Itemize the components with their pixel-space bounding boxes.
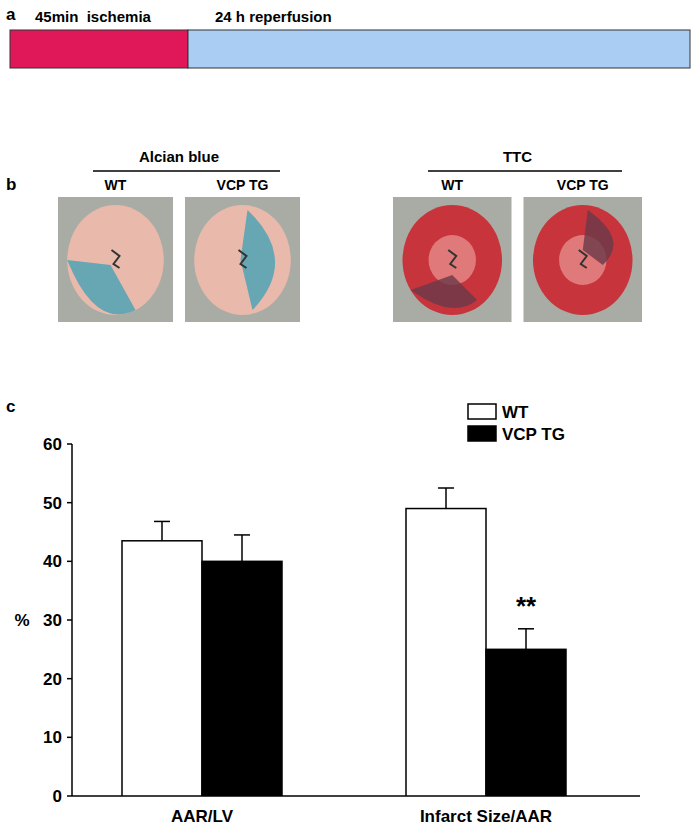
- image-bg: [524, 197, 643, 322]
- y-axis-label: %: [14, 611, 29, 630]
- y-tick: [67, 502, 72, 504]
- image-label: VCP TG: [557, 177, 609, 193]
- bars: [122, 488, 566, 796]
- y-tick-label: 30: [43, 611, 62, 630]
- lumen: [112, 250, 120, 268]
- y-tick-label: 0: [53, 787, 62, 806]
- panel-label: b: [6, 175, 16, 194]
- error-stem: [525, 629, 527, 650]
- x-tick-label: Infarct Size/AAR: [420, 807, 552, 826]
- error-bar: [518, 629, 534, 650]
- heart-image: [393, 197, 512, 322]
- legend-swatch: [468, 426, 496, 441]
- bar: [406, 509, 486, 796]
- heart-image: [524, 197, 643, 322]
- group-rule: [93, 170, 280, 172]
- bar: [486, 649, 566, 796]
- error-cap: [518, 628, 534, 630]
- y-tick-label: 60: [43, 435, 62, 454]
- lumen: [579, 250, 587, 268]
- error-stem: [241, 535, 243, 561]
- infarct-region: [411, 275, 477, 308]
- error-bar: [234, 535, 250, 561]
- y-tick: [67, 561, 72, 563]
- legend-label: VCP TG: [502, 425, 565, 444]
- image-bg: [393, 197, 512, 322]
- error-bar: [438, 488, 454, 509]
- y-tick-label: 50: [43, 494, 62, 513]
- y-tick: [67, 619, 72, 621]
- y-tick-label: 20: [43, 670, 62, 689]
- segment-label: 24 h reperfusion: [215, 8, 332, 25]
- y-tick: [67, 678, 72, 680]
- y-tick: [67, 795, 72, 797]
- y-tick-label: 10: [43, 728, 62, 747]
- lumen: [239, 250, 247, 268]
- group-title: Alcian blue: [139, 148, 219, 165]
- stain-region: [67, 260, 135, 314]
- annotation: **: [516, 591, 537, 621]
- slice: [194, 205, 291, 315]
- bar: [122, 541, 202, 796]
- lumen: [448, 250, 456, 268]
- timeline-segment: [10, 30, 188, 68]
- group-rule: [428, 170, 622, 172]
- figure: a b c 45min ischemia 24 h reperfusion Alcian …: [0, 0, 700, 831]
- slice: [402, 205, 502, 315]
- error-stem: [445, 488, 447, 509]
- error-cap: [438, 487, 454, 489]
- image-label: WT: [441, 177, 463, 193]
- x-tick-label: AAR/LV: [171, 807, 234, 826]
- heart-image: [185, 197, 300, 322]
- image-label: VCP TG: [217, 177, 269, 193]
- panel-label: c: [6, 397, 15, 416]
- image-label: WT: [105, 177, 127, 193]
- legend-label: WT: [502, 403, 529, 422]
- panel-label: a: [6, 5, 16, 24]
- image-bg: [185, 197, 300, 322]
- error-cap: [234, 534, 250, 536]
- legend-swatch: [468, 404, 496, 419]
- slice: [533, 205, 633, 315]
- bar: [202, 561, 282, 796]
- slice: [67, 205, 164, 315]
- y-tick: [67, 737, 72, 739]
- error-cap: [154, 521, 170, 523]
- image-bg: [58, 197, 173, 322]
- timeline-segment: [188, 30, 690, 68]
- y-tick: [67, 443, 72, 445]
- stain-region: [241, 210, 276, 310]
- error-stem: [161, 521, 163, 540]
- y-tick-label: 40: [43, 552, 62, 571]
- heart-image: [58, 197, 173, 322]
- error-bar: [154, 521, 170, 540]
- group-title: TTC: [503, 148, 532, 165]
- segment-label: 45min ischemia: [35, 8, 152, 25]
